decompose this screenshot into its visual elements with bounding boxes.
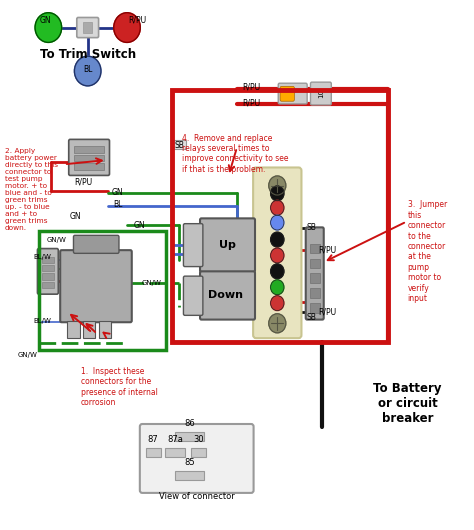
FancyBboxPatch shape: [73, 235, 119, 253]
Circle shape: [271, 264, 284, 279]
FancyBboxPatch shape: [310, 303, 320, 313]
Text: Down: Down: [208, 290, 243, 300]
Circle shape: [271, 296, 284, 311]
Text: GN: GN: [112, 189, 123, 197]
Text: GN: GN: [70, 212, 82, 220]
Text: Up: Up: [219, 240, 236, 250]
Text: GN: GN: [134, 222, 146, 230]
Text: To Trim Switch: To Trim Switch: [40, 48, 136, 61]
Text: R/PU: R/PU: [318, 246, 336, 254]
Text: 86: 86: [184, 419, 195, 428]
Circle shape: [269, 314, 286, 333]
FancyBboxPatch shape: [310, 244, 320, 253]
Circle shape: [35, 13, 62, 42]
FancyBboxPatch shape: [191, 448, 206, 457]
Circle shape: [114, 13, 140, 42]
FancyBboxPatch shape: [140, 424, 254, 493]
Text: R/PU: R/PU: [128, 16, 146, 24]
FancyBboxPatch shape: [99, 321, 111, 338]
FancyBboxPatch shape: [280, 86, 294, 101]
FancyBboxPatch shape: [42, 273, 54, 280]
Text: 2. Apply
battery power
directly to this
connector to
test pump
motor. + to
blue : 2. Apply battery power directly to this …: [5, 148, 58, 232]
Circle shape: [271, 186, 284, 201]
Text: GN/W: GN/W: [142, 280, 162, 286]
Text: SB: SB: [307, 314, 317, 322]
Circle shape: [74, 56, 101, 86]
Circle shape: [271, 232, 284, 247]
FancyBboxPatch shape: [306, 227, 324, 320]
Text: BL: BL: [113, 200, 122, 209]
FancyBboxPatch shape: [37, 249, 58, 294]
Text: BL/W: BL/W: [34, 317, 52, 324]
Text: 87: 87: [148, 435, 158, 444]
FancyBboxPatch shape: [74, 155, 104, 161]
FancyBboxPatch shape: [165, 448, 185, 457]
Text: View of connector: View of connector: [159, 492, 235, 501]
Text: R/PU: R/PU: [318, 307, 336, 316]
FancyBboxPatch shape: [83, 321, 95, 338]
FancyBboxPatch shape: [310, 82, 331, 105]
FancyBboxPatch shape: [74, 163, 104, 170]
FancyBboxPatch shape: [310, 259, 320, 268]
Circle shape: [271, 200, 284, 215]
FancyBboxPatch shape: [183, 276, 203, 315]
FancyBboxPatch shape: [146, 448, 161, 457]
FancyBboxPatch shape: [77, 17, 99, 38]
FancyBboxPatch shape: [200, 218, 255, 272]
Text: BL: BL: [83, 66, 92, 74]
Text: R/PU: R/PU: [242, 99, 260, 108]
Text: 1.  Inspect these
connectors for the
presence of internal
corrosion: 1. Inspect these connectors for the pres…: [81, 367, 157, 407]
Text: 3.  Jumper
this
connector
to the
connector
at the
pump
motor to
verify
input: 3. Jumper this connector to the connecto…: [408, 200, 447, 303]
Text: 85: 85: [184, 458, 195, 467]
Circle shape: [271, 280, 284, 295]
FancyBboxPatch shape: [42, 257, 54, 263]
Text: GN/W: GN/W: [47, 236, 67, 243]
Text: R/PU: R/PU: [74, 178, 92, 187]
FancyBboxPatch shape: [183, 224, 203, 267]
FancyBboxPatch shape: [60, 250, 132, 322]
Text: To Battery
or circuit
breaker: To Battery or circuit breaker: [374, 382, 442, 425]
FancyBboxPatch shape: [310, 273, 320, 283]
Text: R/PU: R/PU: [242, 83, 260, 91]
FancyBboxPatch shape: [42, 282, 54, 288]
FancyBboxPatch shape: [83, 22, 92, 33]
FancyBboxPatch shape: [278, 83, 307, 104]
FancyBboxPatch shape: [42, 265, 54, 271]
FancyBboxPatch shape: [253, 167, 301, 338]
Text: GN: GN: [39, 16, 51, 24]
Text: BL/W: BL/W: [34, 253, 52, 260]
Text: SB: SB: [174, 142, 184, 150]
Text: 30: 30: [193, 435, 203, 444]
FancyBboxPatch shape: [175, 471, 204, 480]
FancyBboxPatch shape: [67, 321, 80, 338]
FancyBboxPatch shape: [200, 271, 255, 320]
FancyBboxPatch shape: [173, 140, 186, 149]
FancyBboxPatch shape: [175, 432, 204, 441]
FancyBboxPatch shape: [74, 146, 104, 153]
FancyBboxPatch shape: [310, 288, 320, 298]
Circle shape: [271, 215, 284, 230]
Text: 4.  Remove and replace
relays several times to
improve connectivity to see
if th: 4. Remove and replace relays several tim…: [182, 134, 289, 174]
Text: 10: 10: [319, 89, 324, 98]
Circle shape: [271, 248, 284, 263]
Circle shape: [269, 176, 286, 195]
Text: 87a: 87a: [167, 435, 183, 444]
FancyBboxPatch shape: [69, 139, 109, 175]
Text: SB: SB: [307, 224, 317, 232]
Text: GN/W: GN/W: [18, 352, 37, 358]
